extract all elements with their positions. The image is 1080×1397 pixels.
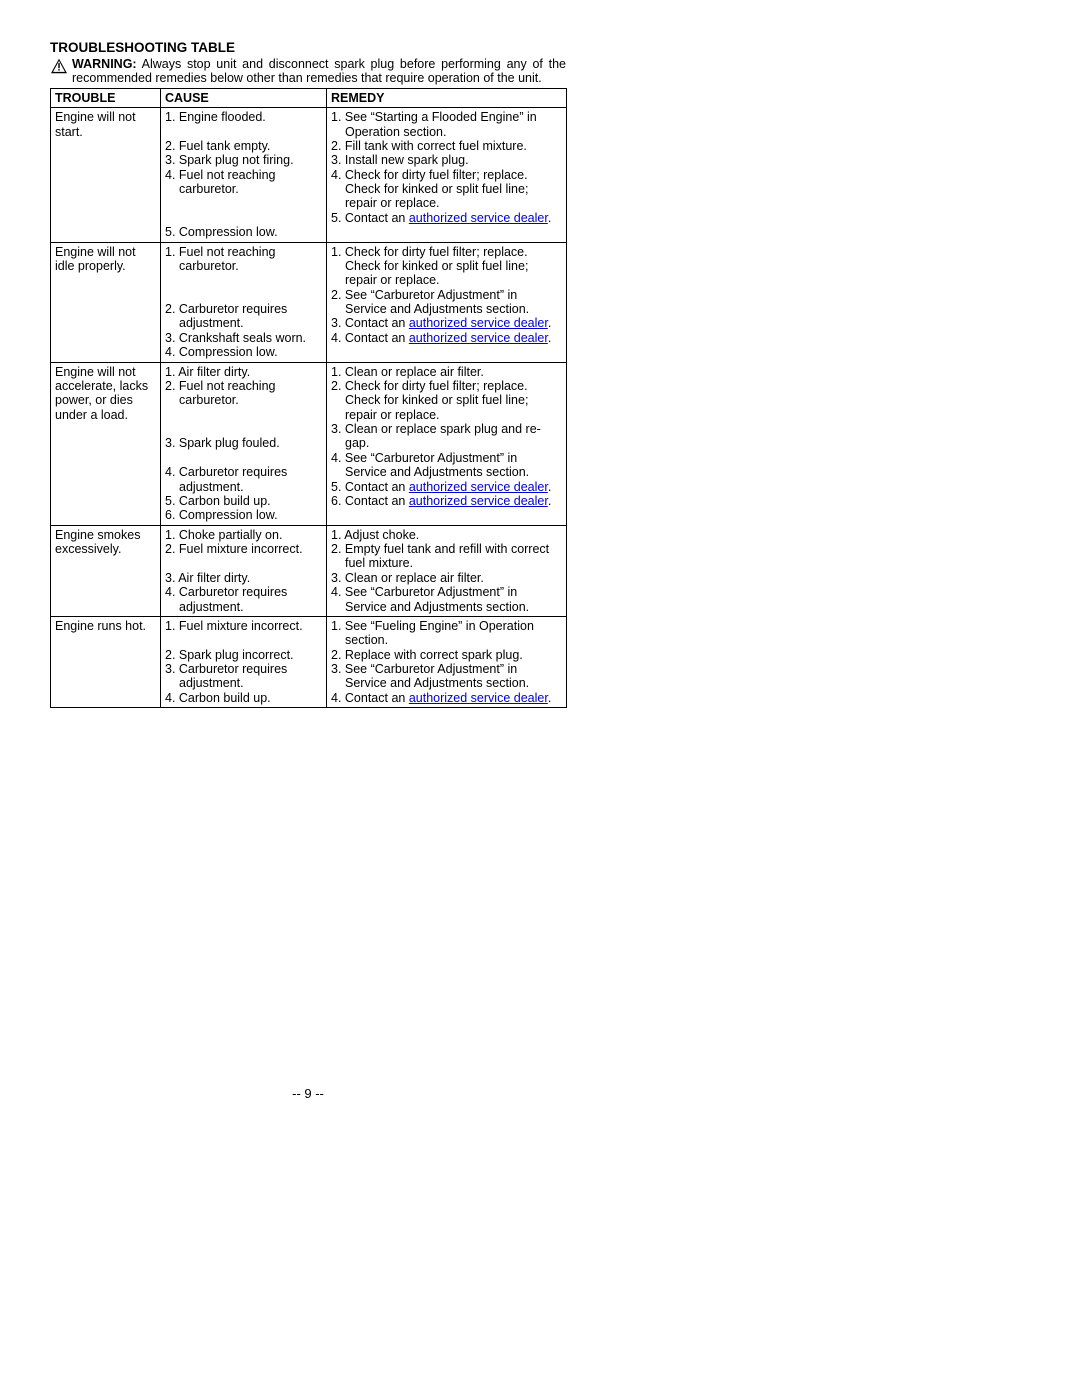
remedy-line: 2. See “Carburetor Adjustment” in Servic… — [331, 288, 562, 317]
warning-body: Always stop unit and disconnect spark pl… — [72, 57, 566, 85]
cause-line — [165, 288, 322, 302]
cause-line: 3. Spark plug fouled. — [165, 436, 322, 450]
trouble-cell: Engine smokes excessively. — [51, 525, 161, 616]
trouble-cell: Engine will not accelerate, lacks power,… — [51, 362, 161, 525]
cause-line: 2. Fuel tank empty. — [165, 139, 322, 153]
troubleshooting-table: TROUBLE CAUSE REMEDY Engine will not sta… — [50, 88, 567, 708]
remedy-cell: 1. See “Fueling Engine” in Operation sec… — [327, 616, 567, 707]
cause-line — [165, 211, 322, 225]
service-dealer-link[interactable]: authorized service dealer — [409, 331, 548, 345]
cause-line — [165, 273, 322, 287]
trouble-cell: Engine will not start. — [51, 108, 161, 242]
remedy-cell: 1. Adjust choke.2. Empty fuel tank and r… — [327, 525, 567, 616]
remedy-line: 4. Contact an authorized service dealer. — [331, 691, 562, 705]
warning-text: WARNING: Always stop unit and disconnect… — [72, 57, 566, 86]
warning-label: WARNING: — [72, 57, 137, 71]
cause-line: 2. Carburetor requires adjustment. — [165, 302, 322, 331]
remedy-cell: 1. Clean or replace air filter.2. Check … — [327, 362, 567, 525]
cause-line: 3. Air filter dirty. — [165, 571, 322, 585]
service-dealer-link[interactable]: authorized service dealer — [409, 211, 548, 225]
table-row: Engine runs hot.1. Fuel mixture incorrec… — [51, 616, 567, 707]
table-row: Engine will not accelerate, lacks power,… — [51, 362, 567, 525]
cause-line: 4. Carburetor requires adjustment. — [165, 585, 322, 614]
remedy-line: 2. Empty fuel tank and refill with corre… — [331, 542, 562, 571]
remedy-line: 3. See “Carburetor Adjustment” in Servic… — [331, 662, 562, 691]
header-remedy: REMEDY — [327, 88, 567, 107]
cause-line: 1. Fuel mixture incorrect. — [165, 619, 322, 633]
remedy-line: 5. Contact an authorized service dealer. — [331, 211, 562, 225]
table-row: Engine will not start.1. Engine flooded.… — [51, 108, 567, 242]
header-trouble: TROUBLE — [51, 88, 161, 107]
service-dealer-link[interactable]: authorized service dealer — [409, 480, 548, 494]
remedy-line: 3. Clean or replace spark plug and re-ga… — [331, 422, 562, 451]
table-row: Engine will not idle properly.1. Fuel no… — [51, 242, 567, 362]
cause-line: 2. Fuel not reaching carburetor. — [165, 379, 322, 408]
cause-line: 4. Compression low. — [165, 345, 322, 359]
remedy-line: 3. Install new spark plug. — [331, 153, 562, 167]
remedy-cell: 1. See “Starting a Flooded Engine” in Op… — [327, 108, 567, 242]
trouble-cell: Engine runs hot. — [51, 616, 161, 707]
remedy-line: 4. See “Carburetor Adjustment” in Servic… — [331, 585, 562, 614]
remedy-line: 2. Fill tank with correct fuel mixture. — [331, 139, 562, 153]
cause-cell: 1. Fuel mixture incorrect. 2. Spark plug… — [161, 616, 327, 707]
page-number: -- 9 -- — [50, 1086, 566, 1101]
cause-line — [165, 125, 322, 139]
remedy-line: 1. Check for dirty fuel filter; replace.… — [331, 245, 562, 288]
remedy-line: 2. Replace with correct spark plug. — [331, 648, 562, 662]
cause-cell: 1. Choke partially on.2. Fuel mixture in… — [161, 525, 327, 616]
cause-cell: 1. Engine flooded. 2. Fuel tank empty.3.… — [161, 108, 327, 242]
service-dealer-link[interactable]: authorized service dealer — [409, 691, 548, 705]
remedy-line: 2. Check for dirty fuel filter; replace.… — [331, 379, 562, 422]
remedy-line: 1. See “Fueling Engine” in Operation sec… — [331, 619, 562, 648]
cause-line: 6. Compression low. — [165, 508, 322, 522]
cause-line — [165, 556, 322, 570]
remedy-cell: 1. Check for dirty fuel filter; replace.… — [327, 242, 567, 362]
header-cause: CAUSE — [161, 88, 327, 107]
warning-icon — [50, 58, 68, 79]
cause-line: 4. Carburetor requires adjustment. — [165, 465, 322, 494]
cause-cell: 1. Fuel not reaching carburetor. 2. Carb… — [161, 242, 327, 362]
cause-line: 1. Choke partially on. — [165, 528, 322, 542]
cause-line — [165, 422, 322, 436]
cause-line: 1. Air filter dirty. — [165, 365, 322, 379]
cause-line: 5. Carbon build up. — [165, 494, 322, 508]
cause-line — [165, 408, 322, 422]
cause-line: 1. Engine flooded. — [165, 110, 322, 124]
cause-line — [165, 451, 322, 465]
cause-line: 1. Fuel not reaching carburetor. — [165, 245, 322, 274]
cause-line — [165, 633, 322, 647]
cause-line: 3. Spark plug not firing. — [165, 153, 322, 167]
remedy-line: 3. Clean or replace air filter. — [331, 571, 562, 585]
remedy-line: 1. See “Starting a Flooded Engine” in Op… — [331, 110, 562, 139]
remedy-line: 3. Contact an authorized service dealer. — [331, 316, 562, 330]
cause-line: 4. Carbon build up. — [165, 691, 322, 705]
remedy-line: 4. See “Carburetor Adjustment” in Servic… — [331, 451, 562, 480]
page-title: TROUBLESHOOTING TABLE — [50, 40, 566, 55]
warning-row: WARNING: Always stop unit and disconnect… — [50, 57, 566, 86]
cause-line: 5. Compression low. — [165, 225, 322, 239]
cause-line: 4. Fuel not reaching carburetor. — [165, 168, 322, 197]
remedy-line: 4. Check for dirty fuel filter; replace.… — [331, 168, 562, 211]
cause-line: 2. Spark plug incorrect. — [165, 648, 322, 662]
table-row: Engine smokes excessively.1. Choke parti… — [51, 525, 567, 616]
remedy-line: 4. Contact an authorized service dealer. — [331, 331, 562, 345]
trouble-cell: Engine will not idle properly. — [51, 242, 161, 362]
remedy-line: 6. Contact an authorized service dealer. — [331, 494, 562, 508]
remedy-line: 5. Contact an authorized service dealer. — [331, 480, 562, 494]
cause-line: 2. Fuel mixture incorrect. — [165, 542, 322, 556]
remedy-line: 1. Clean or replace air filter. — [331, 365, 562, 379]
remedy-line: 1. Adjust choke. — [331, 528, 562, 542]
service-dealer-link[interactable]: authorized service dealer — [409, 494, 548, 508]
cause-line: 3. Carburetor requires adjustment. — [165, 662, 322, 691]
cause-line — [165, 196, 322, 210]
service-dealer-link[interactable]: authorized service dealer — [409, 316, 548, 330]
cause-cell: 1. Air filter dirty.2. Fuel not reaching… — [161, 362, 327, 525]
cause-line: 3. Crankshaft seals worn. — [165, 331, 322, 345]
